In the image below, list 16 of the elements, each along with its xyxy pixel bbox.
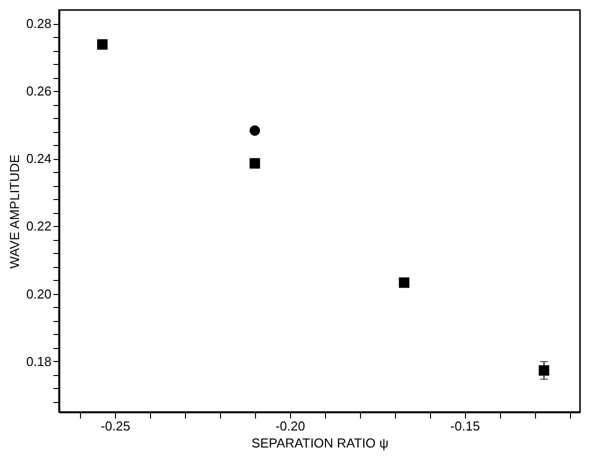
point [97,39,108,50]
point [398,277,410,288]
y-tick-label: 0.26 [26,84,52,99]
y-tick-label: 0.18 [26,354,52,369]
x-tick-label: -0.20 [275,418,306,434]
y-tick-label: 0.22 [26,218,52,234]
x-axis-title: SEPARATION RATIO ψ [251,436,389,450]
y-tick-label: 0.20 [26,286,52,302]
point [538,365,550,376]
point [250,158,260,169]
x-tick-label: -0.15 [450,418,480,434]
point [250,125,260,136]
y-tick-label: 0.28 [26,16,52,32]
x-tick-label: -0.25 [100,418,130,434]
y-tick-label: 0.24 [26,151,52,166]
y-axis-title: WAVE AMPLITUDE [7,154,22,269]
